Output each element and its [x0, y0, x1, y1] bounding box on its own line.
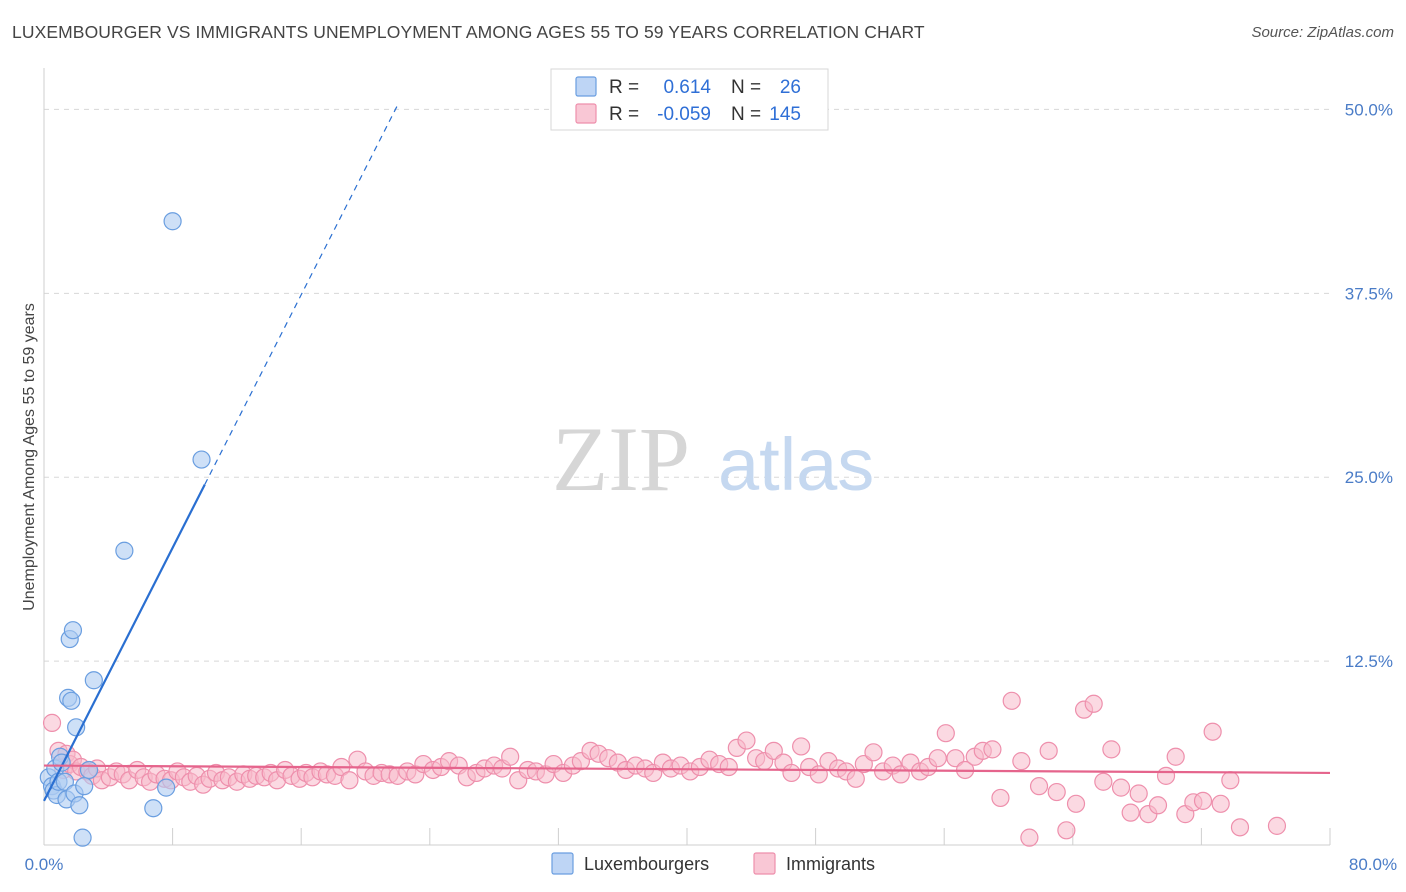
immigrants-points: [42, 691, 1287, 847]
immigrants-point-98: [792, 737, 811, 756]
immigrants-point-66: [501, 747, 520, 766]
watermark: ZIP atlas: [552, 408, 874, 510]
immigrants-point-106: [864, 743, 883, 762]
luxembourgers-point-20: [84, 671, 103, 690]
immigrants-trend-line: [43, 764, 1331, 775]
immigrants-point-127: [1057, 821, 1076, 840]
watermark-atlas: atlas: [718, 423, 874, 506]
immigrants-point-145: [1221, 771, 1240, 790]
luxembourgers-point-18: [75, 777, 94, 796]
luxembourgers-trend-line: [43, 484, 206, 802]
y-tick-label-0: 12.5%: [1345, 652, 1393, 671]
luxembourgers-trend-extension: [204, 104, 399, 485]
immigrants-point-115: [946, 749, 965, 768]
gridlines: [44, 108, 1330, 662]
trend-lines: [43, 104, 1331, 802]
immigrants-point-134: [1121, 803, 1140, 822]
immigrants-point-125: [1039, 741, 1058, 760]
luxembourgers-point-16: [70, 796, 89, 815]
bottom-legend-luxembourgers: Luxembourgers: [584, 854, 709, 874]
legend-r-value-1: 0.614: [663, 77, 711, 98]
immigrants-point-131: [1094, 772, 1113, 791]
immigrants-point-128: [1066, 794, 1086, 813]
series-legend: Luxembourgers Immigrants: [551, 852, 875, 875]
luxembourgers-point-8: [55, 772, 74, 791]
immigrants-point-142: [1193, 791, 1213, 810]
immigrants-point-139: [1166, 747, 1185, 766]
luxembourgers-points: [39, 212, 211, 847]
y-tick-label-2: 37.5%: [1345, 284, 1393, 303]
immigrants-point-124: [1029, 777, 1049, 796]
immigrants-point-114: [936, 724, 955, 743]
immigrants-point-119: [983, 740, 1002, 759]
legend-swatch-immigrants: [575, 103, 597, 124]
legend-n-label-2: N =: [731, 104, 761, 125]
immigrants-point-122: [1012, 752, 1031, 771]
immigrants-point-144: [1211, 794, 1230, 813]
luxembourgers-point-21: [115, 541, 134, 560]
legend-r-label-1: R =: [609, 77, 639, 98]
x-tick-label-max: 80.0%: [1349, 855, 1397, 874]
legend-n-value-2: 145: [769, 104, 801, 125]
immigrants-point-95: [764, 741, 783, 760]
immigrants-point-138: [1156, 766, 1176, 785]
bottom-legend-swatch-immigrants: [753, 852, 776, 875]
luxembourgers-point-22: [144, 799, 163, 818]
chart-title: LUXEMBOURGER VS IMMIGRANTS UNEMPLOYMENT …: [12, 22, 925, 42]
immigrants-point-90: [719, 757, 738, 777]
legend-n-label-1: N =: [731, 77, 761, 98]
immigrants-point-97: [782, 763, 801, 783]
immigrants-point-130: [1084, 694, 1103, 713]
immigrants-point-126: [1047, 782, 1066, 802]
luxembourgers-point-25: [192, 450, 211, 469]
immigrants-point-143: [1203, 722, 1222, 741]
immigrants-point-132: [1102, 740, 1121, 759]
x-tick-label-min: 0.0%: [25, 855, 64, 874]
chart-source: Source: ZipAtlas.com: [1251, 24, 1394, 41]
legend-box: [550, 68, 829, 131]
luxembourgers-point-17: [73, 828, 92, 847]
luxembourgers-point-24: [163, 212, 182, 231]
luxembourgers-point-19: [79, 760, 99, 780]
luxembourgers-point-23: [157, 778, 176, 797]
immigrants-point-120: [991, 788, 1010, 808]
immigrants-point-147: [1267, 816, 1287, 835]
luxembourgers-point-12: [62, 691, 81, 710]
x-axis-ticks: [43, 828, 1331, 845]
bottom-legend-immigrants: Immigrants: [786, 854, 875, 874]
immigrants-point-121: [1002, 691, 1021, 710]
immigrants-point-137: [1148, 796, 1168, 815]
bottom-legend-swatch-luxembourgers: [551, 852, 574, 875]
immigrants-point-135: [1129, 784, 1148, 803]
immigrants-point-105: [854, 754, 873, 774]
immigrants-point-92: [737, 731, 756, 750]
immigrants-point-113: [928, 749, 947, 768]
luxembourgers-point-13: [63, 621, 83, 640]
legend-n-value-1: 26: [780, 77, 801, 98]
immigrants-point-133: [1111, 778, 1131, 797]
legend-swatch-luxembourgers: [575, 76, 597, 97]
correlation-legend: R = 0.614 N = 26 R = -0.059 N = 145: [550, 68, 829, 131]
immigrants-point-123: [1020, 828, 1039, 847]
immigrants-point-0: [42, 713, 62, 732]
y-axis-title: Unemployment Among Ages 55 to 59 years: [21, 303, 38, 611]
watermark-zip: ZIP: [552, 408, 690, 510]
y-tick-label-1: 25.0%: [1345, 468, 1393, 487]
legend-r-label-2: R =: [609, 104, 639, 125]
immigrants-point-47: [340, 771, 359, 790]
immigrants-point-146: [1230, 818, 1250, 837]
y-axis-labels: 12.5% 25.0% 37.5% 50.0%: [1345, 100, 1393, 671]
y-tick-label-3: 50.0%: [1345, 100, 1393, 119]
legend-r-value-2: -0.059: [657, 104, 711, 125]
